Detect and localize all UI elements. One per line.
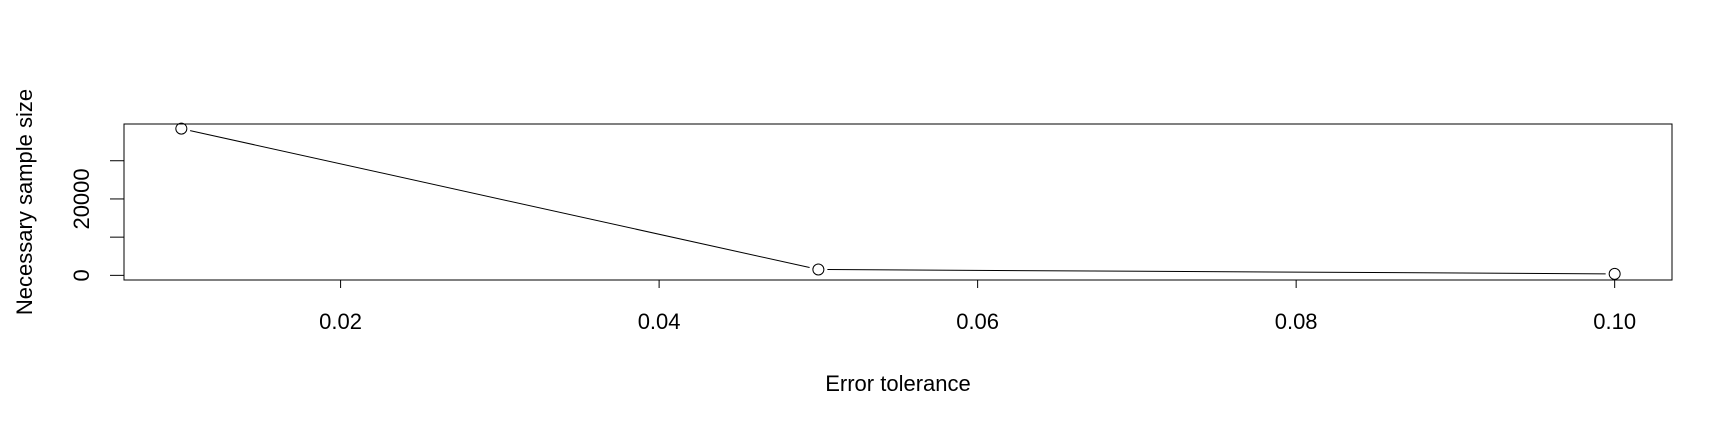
series-line xyxy=(175,122,1621,280)
data-point xyxy=(175,122,188,135)
data-point xyxy=(1608,267,1621,280)
x-tick-label: 0.04 xyxy=(638,309,681,334)
y-tick-label: 20000 xyxy=(69,168,94,229)
x-axis-title: Error tolerance xyxy=(825,371,971,396)
x-tick-label: 0.10 xyxy=(1593,309,1636,334)
y-tick-label: 0 xyxy=(69,269,94,281)
y-axis: 0 20000 xyxy=(69,160,125,281)
data-point xyxy=(812,263,825,276)
plot-frame xyxy=(123,123,1673,281)
y-axis-title: Necessary sample size xyxy=(12,89,37,315)
series-segment xyxy=(190,130,810,269)
x-tick-label: 0.02 xyxy=(319,309,362,334)
x-tick-label: 0.08 xyxy=(1275,309,1318,334)
x-tick-label: 0.06 xyxy=(956,309,999,334)
x-axis: 0.02 0.04 0.06 0.08 0.10 xyxy=(319,279,1636,334)
series-segment xyxy=(827,269,1606,275)
